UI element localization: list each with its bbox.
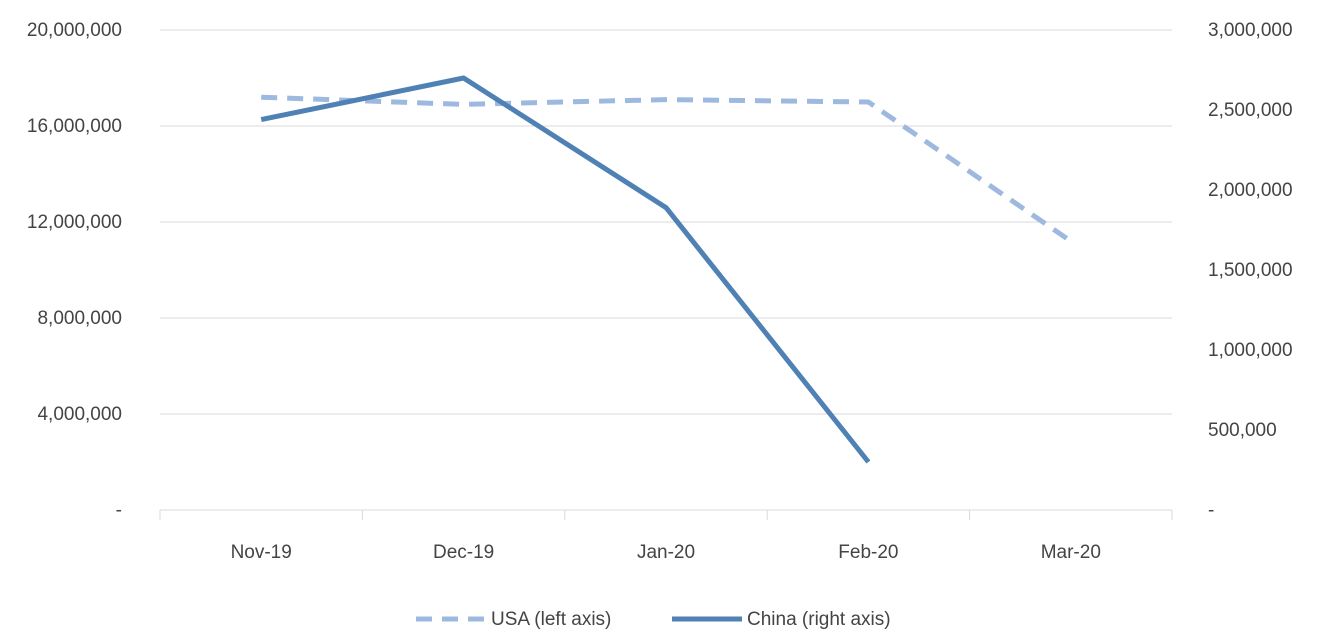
series-line-usa bbox=[261, 94, 1073, 244]
left-axis-tick-label: 8,000,000 bbox=[37, 308, 122, 329]
x-axis bbox=[159, 509, 1173, 520]
legend-label: China (right axis) bbox=[747, 609, 891, 630]
right-axis-tick-label: 2,000,000 bbox=[1208, 180, 1293, 201]
right-axis-tick-label: 1,500,000 bbox=[1208, 260, 1293, 281]
series-lines bbox=[260, 75, 1073, 464]
right-axis-tick-label: 2,500,000 bbox=[1208, 100, 1293, 121]
legend-label: USA (left axis) bbox=[491, 609, 611, 630]
left-axis-tick-label: 20,000,000 bbox=[27, 20, 122, 41]
left-axis-tick-label: 16,000,000 bbox=[27, 116, 122, 137]
legend: USA (left axis) China (right axis) bbox=[416, 609, 891, 630]
x-axis-tick-label: Feb-20 bbox=[838, 542, 898, 563]
left-axis-tick-label: - bbox=[116, 500, 122, 521]
x-axis-tick-label: Dec-19 bbox=[433, 542, 494, 563]
x-axis-tick-label: Nov-19 bbox=[231, 542, 292, 563]
right-axis-ticks: - 500,000 1,000,000 1,500,000 2,000,000 2,500… bbox=[1208, 20, 1293, 521]
left-axis-ticks: - 4,000,000 8,000,000 12,000,000 16,000,000 2… bbox=[27, 20, 122, 521]
right-axis-tick-label: 1,000,000 bbox=[1208, 340, 1293, 361]
right-axis-tick-label: - bbox=[1208, 500, 1214, 521]
x-axis-tick-label: Mar-20 bbox=[1041, 542, 1101, 563]
x-axis-tick-label: Jan-20 bbox=[637, 542, 695, 563]
gridlines bbox=[160, 29, 1172, 415]
series-line-china bbox=[260, 75, 871, 464]
right-axis-tick-label: 500,000 bbox=[1208, 420, 1277, 441]
left-axis-tick-label: 4,000,000 bbox=[37, 404, 122, 425]
left-axis-tick-label: 12,000,000 bbox=[27, 212, 122, 233]
right-axis-tick-label: 3,000,000 bbox=[1208, 20, 1293, 41]
x-axis-ticks: Nov-19 Dec-19 Jan-20 Feb-20 Mar-20 bbox=[231, 542, 1101, 563]
